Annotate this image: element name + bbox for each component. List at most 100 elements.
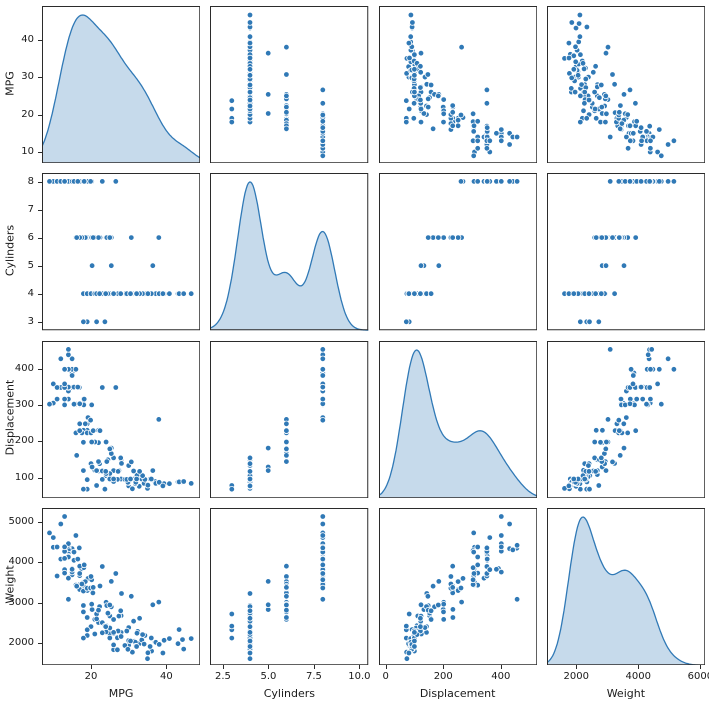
x-tick-mark bbox=[268, 665, 270, 669]
data-point bbox=[416, 623, 424, 630]
data-point bbox=[110, 616, 117, 623]
data-point bbox=[82, 420, 89, 427]
data-point bbox=[410, 66, 418, 73]
data-point bbox=[93, 481, 100, 489]
data-point bbox=[457, 178, 464, 185]
data-point bbox=[149, 466, 156, 474]
data-point bbox=[247, 614, 254, 622]
data-point bbox=[112, 570, 119, 577]
data-point bbox=[106, 445, 113, 452]
data-point bbox=[591, 438, 598, 445]
data-point bbox=[61, 178, 68, 185]
data-point bbox=[611, 81, 618, 88]
y-tick-label: 8 bbox=[27, 175, 34, 187]
y-tick-mark bbox=[38, 237, 42, 239]
data-point bbox=[486, 566, 493, 573]
data-point bbox=[87, 178, 94, 185]
data-point bbox=[648, 345, 655, 353]
data-point bbox=[417, 118, 424, 126]
data-point bbox=[486, 137, 493, 144]
data-point bbox=[155, 415, 162, 423]
data-point bbox=[114, 646, 121, 653]
data-point bbox=[483, 145, 490, 152]
data-point bbox=[591, 88, 598, 96]
data-point bbox=[74, 555, 81, 563]
data-point bbox=[319, 576, 327, 583]
data-point bbox=[448, 583, 456, 591]
data-point bbox=[597, 290, 605, 298]
data-point bbox=[505, 520, 513, 527]
data-point bbox=[96, 426, 104, 434]
y-tick-label: 4 bbox=[27, 287, 34, 299]
data-point bbox=[416, 290, 424, 298]
data-point bbox=[584, 461, 592, 469]
data-point bbox=[615, 178, 622, 185]
data-point bbox=[585, 290, 592, 298]
data-point bbox=[416, 96, 424, 104]
data-point bbox=[265, 110, 272, 117]
y-tick-mark bbox=[38, 322, 42, 324]
data-point bbox=[133, 475, 140, 482]
y-tick-mark bbox=[38, 368, 42, 370]
data-point bbox=[78, 580, 86, 587]
data-point bbox=[61, 513, 68, 520]
data-point bbox=[602, 110, 610, 117]
data-point bbox=[646, 383, 653, 391]
data-point bbox=[110, 475, 117, 482]
data-point bbox=[174, 640, 182, 647]
subplot-mpg-vs-displacement bbox=[378, 6, 537, 164]
data-point bbox=[473, 145, 481, 152]
data-point bbox=[615, 109, 623, 116]
data-point bbox=[405, 54, 413, 62]
data-point bbox=[187, 635, 195, 642]
x-axis-label-weight: Weight bbox=[606, 687, 646, 700]
data-point bbox=[492, 565, 500, 573]
data-point bbox=[655, 178, 663, 185]
data-point bbox=[448, 122, 456, 129]
data-point bbox=[598, 234, 605, 242]
data-point bbox=[616, 102, 624, 109]
data-point bbox=[470, 122, 477, 129]
data-point bbox=[424, 103, 431, 111]
data-point bbox=[283, 606, 290, 614]
kde-displacement bbox=[378, 340, 537, 498]
data-point bbox=[627, 365, 635, 372]
data-point bbox=[319, 383, 327, 390]
data-point bbox=[127, 475, 134, 482]
data-point bbox=[103, 457, 111, 465]
data-point bbox=[402, 318, 409, 326]
x-tick-label: 6000 bbox=[687, 671, 709, 682]
data-point bbox=[637, 178, 645, 185]
data-point bbox=[90, 426, 97, 434]
data-point bbox=[469, 152, 477, 159]
data-point bbox=[632, 234, 639, 242]
data-point bbox=[127, 290, 134, 298]
data-point bbox=[654, 380, 661, 387]
data-point bbox=[618, 120, 625, 127]
data-point bbox=[46, 400, 53, 407]
data-point bbox=[88, 463, 96, 470]
data-point bbox=[497, 513, 504, 520]
data-point bbox=[88, 438, 95, 445]
data-point bbox=[405, 105, 412, 113]
data-point bbox=[159, 649, 167, 656]
data-point bbox=[247, 54, 254, 62]
data-point bbox=[265, 577, 272, 585]
data-point bbox=[283, 438, 290, 445]
subplot-spine bbox=[378, 340, 537, 498]
data-point bbox=[469, 529, 477, 536]
data-point bbox=[106, 634, 113, 641]
y-axis-label-displacement: Displacement bbox=[3, 379, 17, 456]
data-point bbox=[582, 75, 589, 83]
data-point bbox=[87, 573, 95, 580]
data-point bbox=[473, 543, 481, 550]
data-point bbox=[647, 365, 654, 372]
kde-area bbox=[378, 349, 537, 498]
data-point bbox=[84, 614, 91, 621]
data-point bbox=[247, 655, 254, 662]
data-point bbox=[91, 630, 98, 637]
data-point bbox=[102, 438, 110, 445]
data-point bbox=[166, 479, 173, 487]
data-point bbox=[622, 133, 630, 141]
data-point bbox=[620, 91, 627, 98]
